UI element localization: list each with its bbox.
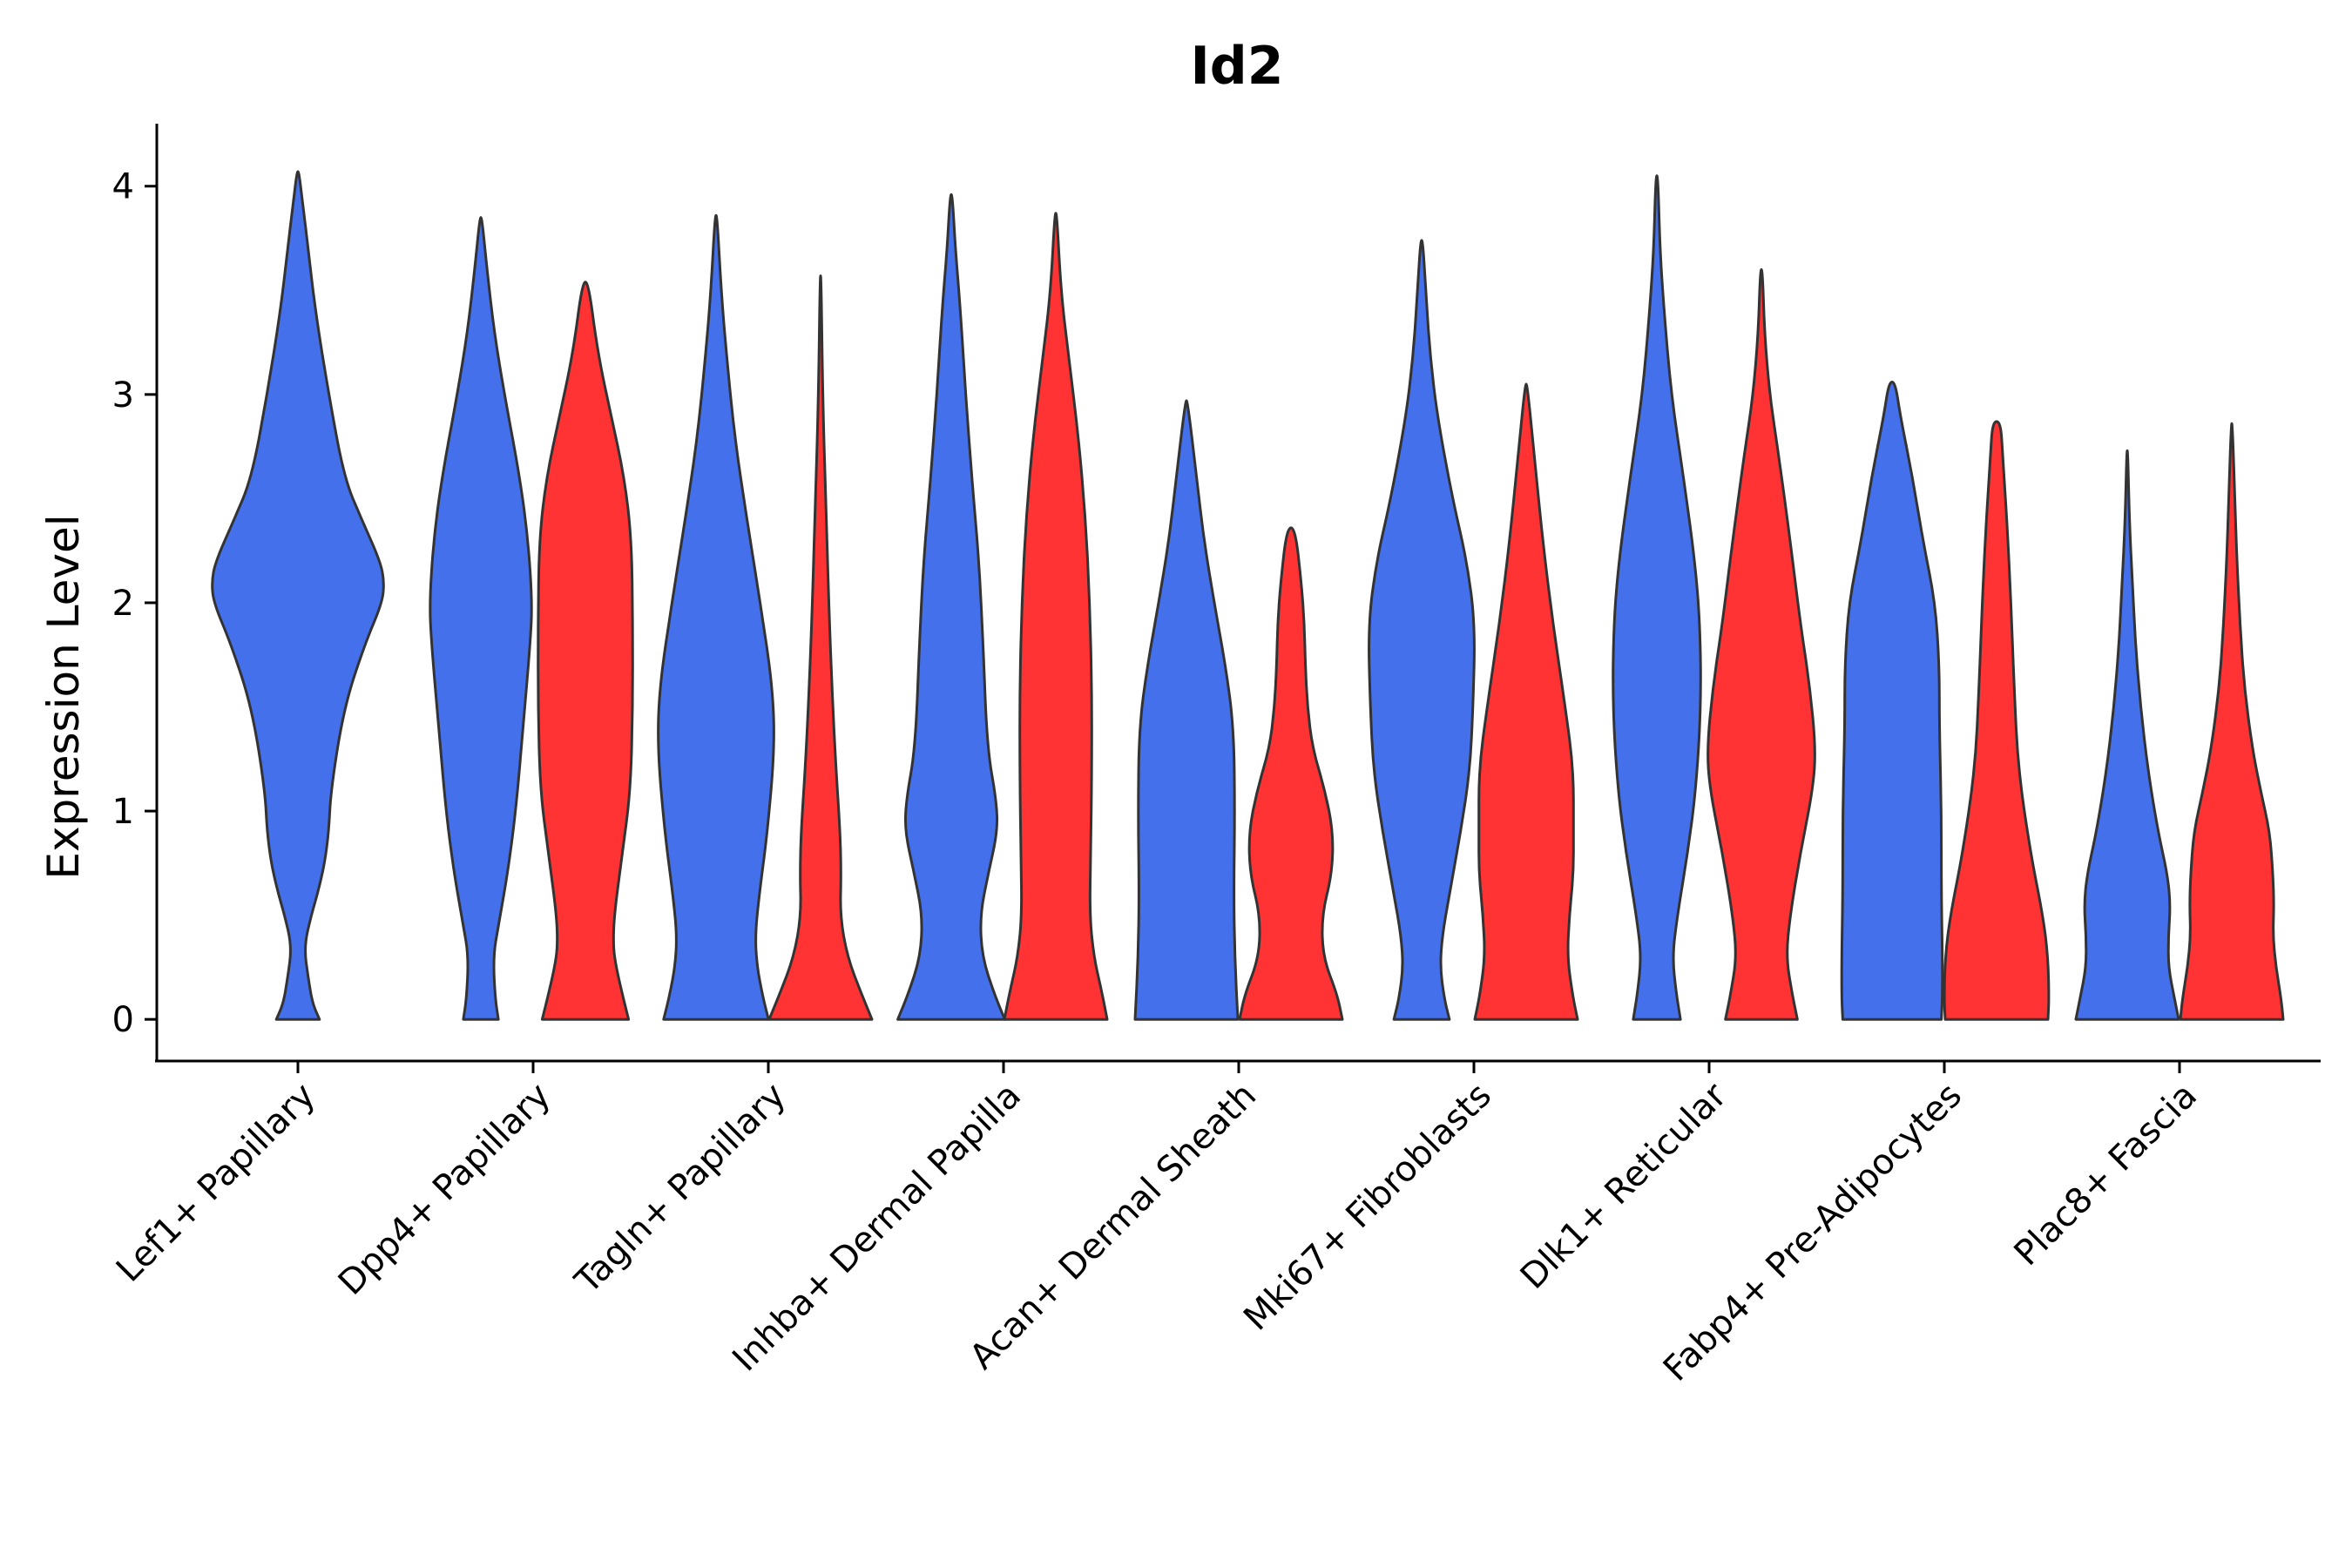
violin-tagln-papillary-group2	[767, 274, 874, 1021]
x-ticks: Lef1+ Papillary Dpp4+ Papillary Tagln+ Pap…	[109, 1061, 2205, 1389]
violin-plac8-fascia-group2	[2179, 422, 2285, 1021]
violin-dlk1-reticular-group1	[1612, 174, 1702, 1021]
y-tick-label: 2	[112, 584, 134, 624]
violin-fabp4-pre-adipocytes-group2	[1943, 420, 2051, 1021]
violin-inhba-dermal-papilla-group1	[896, 193, 1006, 1021]
x-tick-label-dlk1-reticular: Dlk1+ Reticular	[1513, 1075, 1735, 1297]
y-tick-label: 3	[112, 375, 134, 416]
violin-plac8-fascia-group1	[2074, 449, 2180, 1021]
y-tick-label: 0	[112, 1000, 134, 1040]
chart-title: Id2	[1190, 36, 1283, 97]
y-ticks: 0 1 2 3 4	[112, 167, 157, 1040]
x-tick-label-lef1-papillary: Lef1+ Papillary	[109, 1076, 323, 1290]
x-tick-label-plac8-fascia: Plac8+ Fascia	[2007, 1076, 2206, 1274]
violin-inhba-dermal-papilla-group2	[1003, 212, 1109, 1021]
x-tick-label-tagln-papillary: Tagln+ Papillary	[567, 1076, 794, 1302]
y-axis-label: Expression Level	[38, 514, 89, 879]
y-tick-label: 4	[112, 167, 134, 207]
y-tick-label: 1	[112, 792, 134, 832]
violin-tagln-papillary-group1	[657, 213, 775, 1021]
violin-dlk1-reticular-group2	[1707, 267, 1816, 1021]
x-tick-label-mki67-fibroblasts: Mki67+ Fibroblasts	[1236, 1076, 1499, 1339]
violin-fabp4-pre-adipocytes-group1	[1840, 381, 1944, 1021]
x-tick-label-dpp4-papillary: Dpp4+ Papillary	[331, 1076, 558, 1303]
violin-lef1-papillary-group1	[211, 170, 385, 1021]
violin-dpp4-papillary-group2	[537, 280, 634, 1021]
violins-layer	[211, 170, 2285, 1021]
violin-acan-dermal-sheath-group1	[1133, 399, 1240, 1021]
violin-dpp4-papillary-group1	[429, 216, 533, 1021]
violin-mki67-fibroblasts-group2	[1473, 382, 1579, 1021]
violin-mki67-fibroblasts-group1	[1368, 239, 1476, 1021]
violin-acan-dermal-sheath-group2	[1238, 526, 1344, 1021]
